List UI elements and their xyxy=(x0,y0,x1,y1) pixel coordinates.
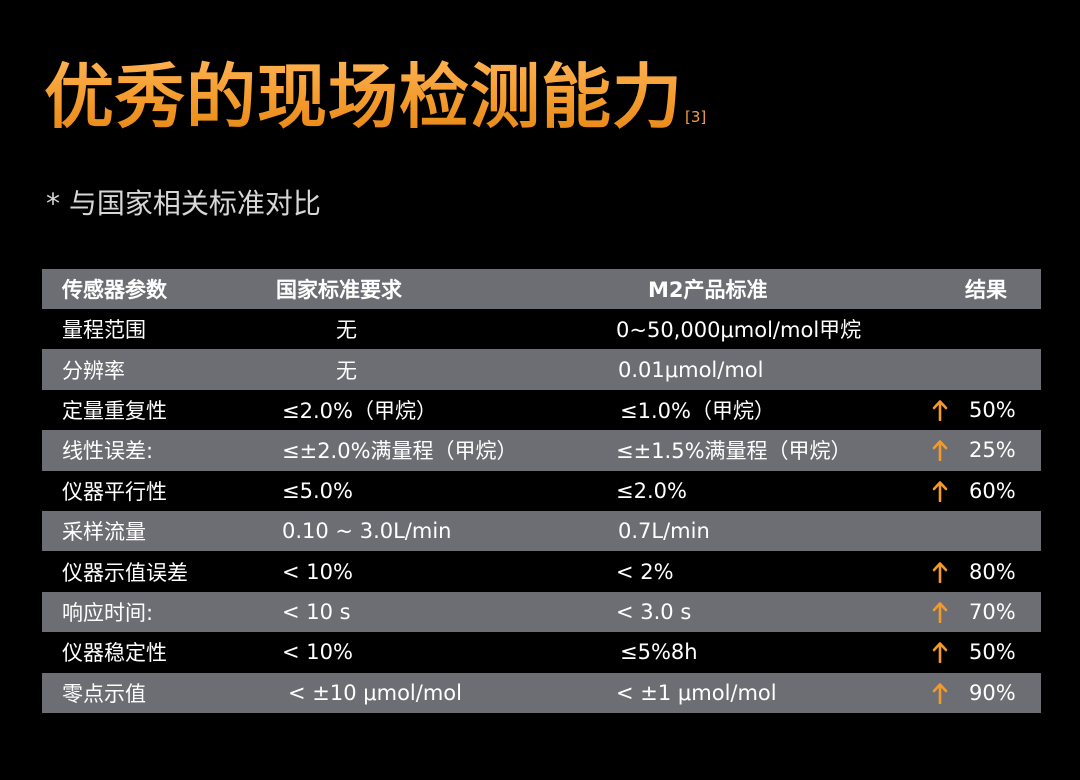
cell-param: 仪器平行性 xyxy=(62,479,167,504)
cell-result: 80% xyxy=(969,559,1016,584)
table-row: 仪器稳定性 < 10% ≤5%8h 50% xyxy=(42,632,1041,673)
title-block: 优秀的现场检测能力 [3] xyxy=(44,52,706,142)
header-result: 结果 xyxy=(965,278,1007,302)
cell-param: 量程范围 xyxy=(62,318,146,343)
cell-param: 响应时间: xyxy=(62,600,154,625)
cell-product: 0.01μmol/mol xyxy=(618,357,764,382)
arrow-up-icon xyxy=(928,592,952,632)
cell-param: 分辨率 xyxy=(62,358,125,383)
table-row: 仪器平行性 ≤5.0% ≤2.0% 60% xyxy=(42,470,1041,511)
cell-product: ≤2.0% xyxy=(616,478,687,503)
cell-result: 25% xyxy=(969,438,1016,463)
table-row: 响应时间: < 10 s < 3.0 s 70% xyxy=(42,591,1041,633)
page-subtitle: * 与国家相关标准对比 xyxy=(46,187,321,220)
arrow-up-icon xyxy=(928,551,952,591)
page-title: 优秀的现场检测能力 xyxy=(44,52,683,142)
cell-product: < ±1 μmol/mol xyxy=(616,680,777,705)
cell-national: 0.10 ~ 3.0L/min xyxy=(282,519,452,544)
header-national: 国家标准要求 xyxy=(276,278,402,302)
cell-national: < 10% xyxy=(282,640,353,665)
table-row: 定量重复性 ≤2.0%（甲烷） ≤1.0%（甲烷） 50% xyxy=(42,389,1041,431)
cell-national: < 10 s xyxy=(282,599,351,624)
table-body: 量程范围无 0~50,000μmol/mol甲烷 分辨率无 0.01μmol/mol 定… xyxy=(42,309,1041,713)
table-row: 采样流量 0.10 ~ 3.0L/min 0.7L/min xyxy=(42,510,1041,552)
cell-product: < 3.0 s xyxy=(616,599,692,624)
cell-product: ≤1.0%（甲烷） xyxy=(620,398,775,423)
cell-result: 60% xyxy=(969,478,1016,503)
table-row: 量程范围 无 0~50,000μmol/mol甲烷 xyxy=(42,309,1041,350)
cell-param: 采样流量 xyxy=(62,520,146,545)
header-product: M2产品标准 xyxy=(648,278,768,302)
table-row: 仪器示值误差 < 10% < 2% 80% xyxy=(42,551,1041,592)
arrow-up-icon xyxy=(928,390,952,430)
cell-result: 50% xyxy=(969,640,1016,665)
cell-product: ≤±1.5%满量程（甲烷） xyxy=(616,439,852,464)
header-param: 传感器参数 xyxy=(62,278,167,302)
cell-param: 仪器示值误差 xyxy=(62,560,188,585)
cell-result: 90% xyxy=(969,680,1016,705)
cell-national: ≤5.0% xyxy=(282,478,353,503)
arrow-up-icon xyxy=(928,632,952,672)
cell-national: ≤±2.0%满量程（甲烷） xyxy=(282,439,518,464)
table-row: 分辨率 无 0.01μmol/mol xyxy=(42,349,1041,390)
cell-product: ≤5%8h xyxy=(620,640,698,665)
cell-national: < 10% xyxy=(282,559,353,584)
arrow-up-icon xyxy=(928,673,952,713)
cell-param: 定量重复性 xyxy=(62,398,167,423)
table-header-row: 传感器参数 国家标准要求 M2产品标准 结果 xyxy=(42,269,1041,309)
title-reference: [3] xyxy=(685,108,707,126)
cell-national: 无 xyxy=(336,358,357,383)
cell-product: 0.7L/min xyxy=(618,519,710,544)
cell-param: 线性误差: xyxy=(62,439,154,464)
arrow-up-icon xyxy=(928,430,952,470)
cell-result: 50% xyxy=(969,397,1016,422)
cell-param: 零点示值 xyxy=(62,681,146,706)
comparison-table: 传感器参数 国家标准要求 M2产品标准 结果 量程范围无 0~50,000μmol… xyxy=(42,269,1041,713)
cell-product: < 2% xyxy=(616,559,674,584)
cell-national: 无 xyxy=(336,318,357,343)
cell-national: < ±10 μmol/mol xyxy=(288,680,462,705)
table-row: 线性误差: ≤±2.0%满量程（甲烷） ≤±1.5%满量程（甲烷） 25% xyxy=(42,430,1041,471)
cell-result: 70% xyxy=(969,599,1016,624)
cell-param: 仪器稳定性 xyxy=(62,641,167,666)
cell-product: 0~50,000μmol/mol甲烷 xyxy=(616,318,862,343)
arrow-up-icon xyxy=(928,471,952,511)
table-row: 零点示值 < ±10 μmol/mol < ±1 μmol/mol 90% xyxy=(42,672,1041,713)
cell-national: ≤2.0%（甲烷） xyxy=(282,398,437,423)
